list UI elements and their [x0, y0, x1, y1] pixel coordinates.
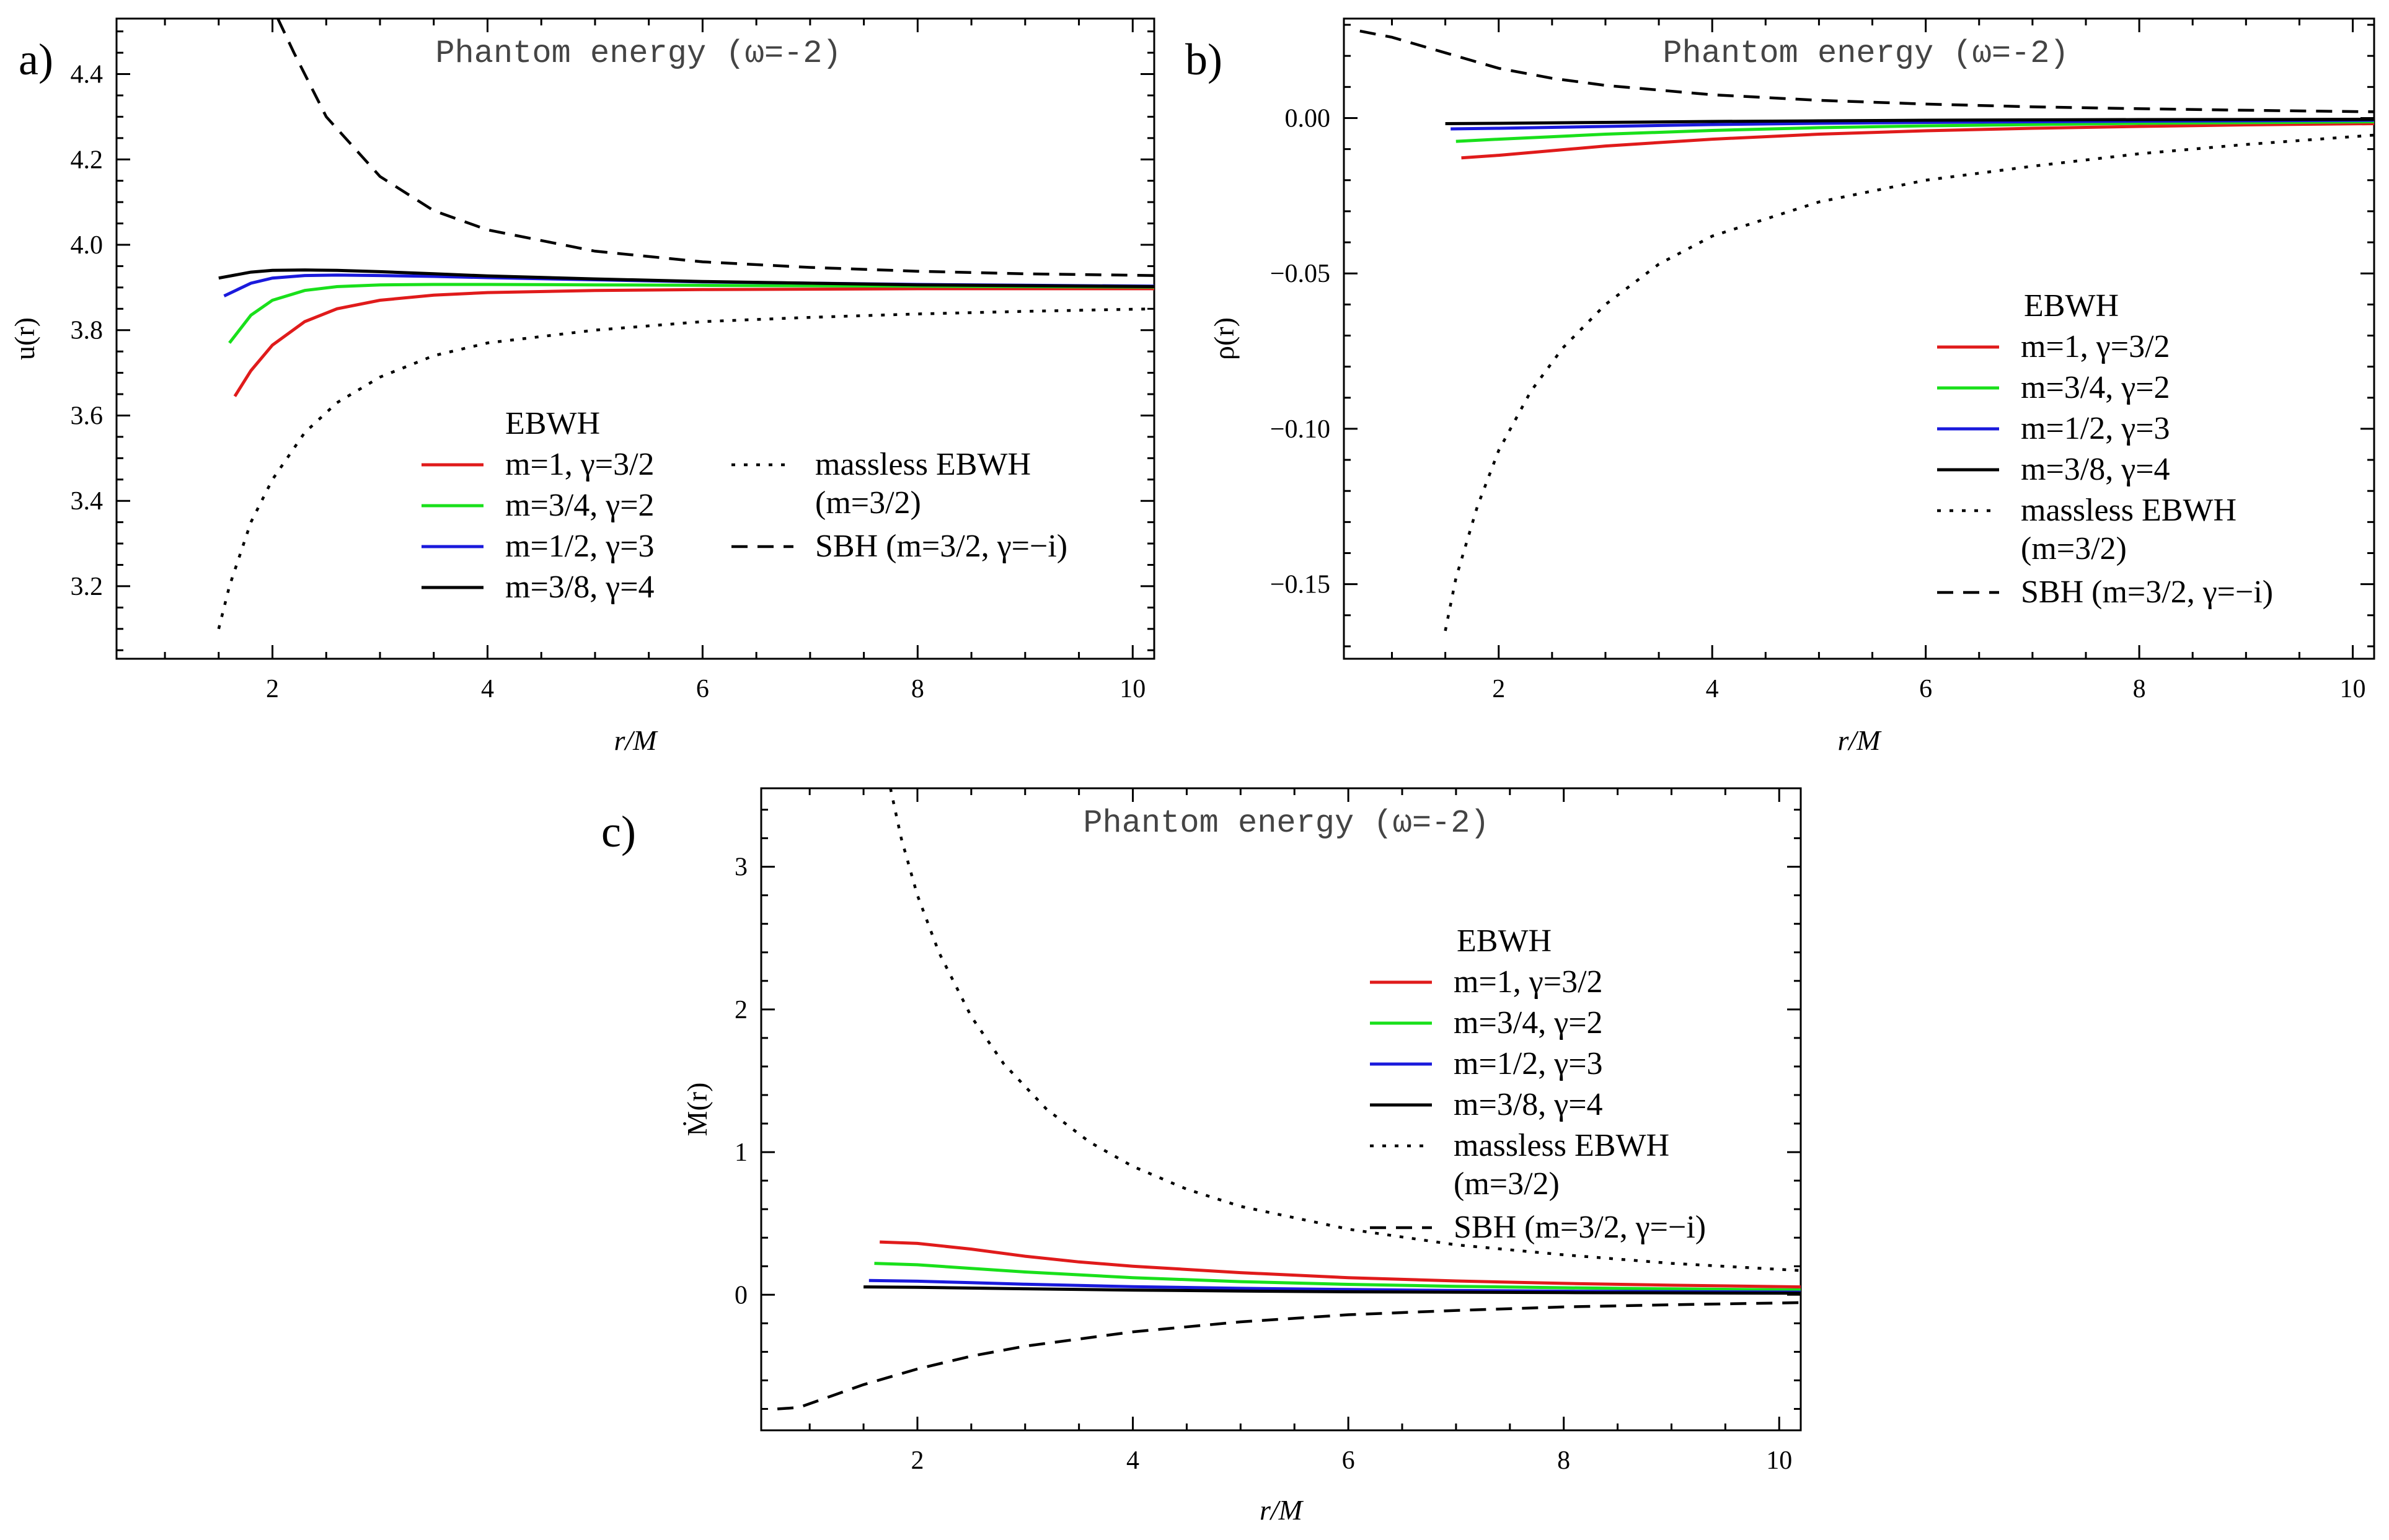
legend-label: SBH (m=3/2, γ=−i) [1454, 1210, 1706, 1245]
series-line-4 [889, 788, 1801, 1272]
chart-title: Phantom energy (ω=-2) [435, 35, 841, 72]
x-tick-label: 6 [696, 675, 709, 703]
legend-label: m=1/2, γ=3 [505, 529, 655, 564]
legend: EBWH m=1, γ=3/2 m=3/4, γ=2 m=1/2, γ=3 m=3/8,… [422, 406, 1067, 605]
series-line-5 [1359, 29, 2374, 113]
series-line-2 [1451, 118, 2374, 131]
x-tick-label: 4 [481, 675, 494, 703]
y-tick-label: 3.6 [71, 402, 104, 430]
y-tick-label: 3.4 [71, 487, 104, 516]
series-line-0 [1461, 122, 2374, 160]
legend-label: massless EBWH (m=3/2) [2021, 493, 2237, 566]
panel-a: 2 4 6 8 10 3.2 3.4 3.6 3.8 4.0 4.2 4.4 a) Phantom ene… [9, 17, 1155, 756]
x-axis-label: r/M [1260, 1494, 1304, 1526]
series-line-5 [276, 19, 1154, 277]
plot-frame [1343, 17, 2375, 660]
legend-label: massless EBWH (m=3/2) [815, 447, 1031, 521]
series-line-5 [777, 1301, 1801, 1410]
x-axis-label: r/M [614, 724, 659, 756]
y-tick-label: 0 [735, 1281, 748, 1309]
series-line-1 [228, 283, 1154, 344]
plot-frame [760, 787, 1802, 1432]
y-tick-label: −0.10 [1270, 415, 1330, 444]
y-tick-label: −0.15 [1270, 571, 1330, 599]
series-line-1 [874, 1262, 1801, 1291]
x-tick-label: 8 [911, 675, 924, 703]
legend-label: m=3/8, γ=4 [505, 570, 655, 605]
plot-frame [115, 17, 1155, 660]
legend-label: m=3/4, γ=2 [1454, 1005, 1603, 1041]
x-tick-label: 10 [2340, 675, 2366, 703]
legend: EBWH m=1, γ=3/2 m=3/4, γ=2 m=1/2, γ=3 m=3/8,… [1937, 288, 2273, 610]
y-tick-label: 2 [735, 996, 748, 1024]
series-line-3 [218, 268, 1154, 288]
x-tick-label: 8 [2133, 675, 2146, 703]
y-tick-label: 4.2 [71, 146, 104, 174]
y-tick-label: 3.2 [71, 573, 104, 601]
series-line-4 [217, 307, 1154, 630]
series-line-3 [1445, 118, 2374, 125]
panel-label: b) [1185, 35, 1222, 84]
x-tick-label: 10 [1119, 675, 1146, 703]
legend-label: SBH (m=3/2, γ=−i) [815, 529, 1067, 564]
series-group [217, 19, 1154, 630]
x-tick-label: 2 [911, 1446, 924, 1475]
x-tick-label: 4 [1706, 675, 1719, 703]
panel-label: c) [601, 807, 636, 856]
y-tick-label: 0.00 [1285, 104, 1331, 133]
x-tick-label: 6 [1919, 675, 1932, 703]
series-line-0 [233, 287, 1154, 397]
series-line-3 [863, 1285, 1801, 1295]
legend-label: m=3/8, γ=4 [2021, 452, 2170, 487]
legend-label: m=1, γ=3/2 [505, 447, 655, 482]
series-group [1359, 29, 2374, 631]
series-line-0 [880, 1240, 1801, 1289]
y-tick-label: 3 [735, 853, 748, 882]
x-tick-label: 2 [266, 675, 279, 703]
chart-title: Phantom energy (ω=-2) [1083, 805, 1489, 842]
y-axis-label: Ṁ(r) [681, 1083, 713, 1137]
x-axis-label: r/M [1838, 724, 1883, 756]
panel-label: a) [19, 35, 53, 84]
legend-title: EBWH [2024, 288, 2119, 323]
legend-label: m=1, γ=3/2 [2021, 329, 2170, 364]
panel-b: 2 4 6 8 10 −0.15 −0.10 −0.05 0.00 b) Phantom energ… [1185, 17, 2375, 756]
x-tick-label: 4 [1126, 1446, 1139, 1475]
x-tick-label: 2 [1492, 675, 1505, 703]
legend-label: SBH (m=3/2, γ=−i) [2021, 574, 2273, 610]
y-tick-label: −0.05 [1270, 260, 1330, 288]
series-line-1 [1455, 120, 2374, 143]
legend-title: EBWH [505, 406, 600, 441]
x-tick-label: 8 [1557, 1446, 1570, 1475]
y-tick-label: 4.4 [71, 61, 104, 89]
y-axis-label: ρ(r) [1208, 317, 1240, 360]
y-axis-label: u(r) [9, 317, 40, 360]
legend-label: m=1, γ=3/2 [1454, 964, 1603, 1000]
y-tick-label: 3.8 [71, 317, 104, 345]
series-line-2 [868, 1278, 1801, 1294]
legend-title: EBWH [1457, 923, 1552, 959]
legend-label: m=3/4, γ=2 [2021, 370, 2170, 405]
panel-c: 2 4 6 8 10 0 1 2 3 c) Phantom energy (ω=-2) r/M Ṁ(r)… [601, 787, 1802, 1526]
legend-label: m=1/2, γ=3 [2021, 411, 2170, 446]
x-tick-label: 6 [1342, 1446, 1355, 1475]
series-group [777, 788, 1801, 1410]
y-tick-label: 1 [735, 1138, 748, 1167]
x-tick-label: 10 [1766, 1446, 1792, 1475]
chart-title: Phantom energy (ω=-2) [1663, 35, 2069, 72]
series-line-4 [1444, 133, 2374, 631]
legend-label: m=1/2, γ=3 [1454, 1046, 1603, 1081]
legend: EBWH m=1, γ=3/2 m=3/4, γ=2 m=1/2, γ=3 m=3/8,… [1370, 923, 1706, 1245]
legend-label: m=3/8, γ=4 [1454, 1087, 1603, 1122]
legend-label: m=3/4, γ=2 [505, 488, 655, 523]
legend-label: massless EBWH (m=3/2) [1454, 1128, 1669, 1202]
y-tick-label: 4.0 [71, 231, 104, 260]
